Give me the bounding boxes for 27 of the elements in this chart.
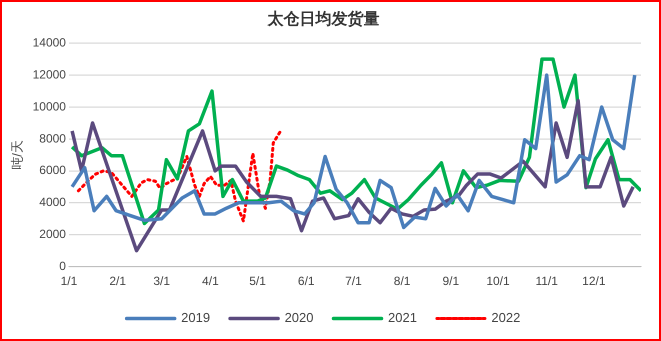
x-tick-label: 3/1 xyxy=(153,274,170,288)
y-tick-label: 0 xyxy=(59,258,66,273)
legend-label: 2022 xyxy=(491,310,520,326)
y-axis-title: 吨/天 xyxy=(9,140,24,170)
x-tick-label: 1/1 xyxy=(60,274,78,288)
x-tick-label: 10/1 xyxy=(486,274,510,288)
y-tick-label: 12000 xyxy=(32,67,66,82)
x-tick-label: 2/1 xyxy=(109,274,126,288)
chart-title: 太仓日均发货量 xyxy=(266,8,380,28)
x-tick-label: 4/1 xyxy=(202,274,220,288)
y-tick-label: 10000 xyxy=(32,99,66,114)
y-tick-label: 6000 xyxy=(39,163,66,178)
legend-label: 2019 xyxy=(181,310,210,326)
y-tick-label: 2000 xyxy=(39,227,66,241)
legend-label: 2021 xyxy=(388,310,417,326)
y-tick-label: 14000 xyxy=(32,36,66,50)
x-tick-label: 8/1 xyxy=(394,274,411,288)
y-tick-label: 8000 xyxy=(39,131,66,146)
x-tick-label: 6/1 xyxy=(298,274,315,288)
x-tick-label: 5/1 xyxy=(249,274,266,288)
x-tick-label: 9/1 xyxy=(442,274,460,288)
y-tick-label: 4000 xyxy=(39,195,66,210)
x-tick-label: 12/1 xyxy=(582,274,606,288)
x-tick-label: 7/1 xyxy=(345,274,362,288)
line-series xyxy=(76,128,283,223)
legend-label: 2020 xyxy=(284,310,314,326)
x-tick-label: 11/1 xyxy=(535,274,558,288)
